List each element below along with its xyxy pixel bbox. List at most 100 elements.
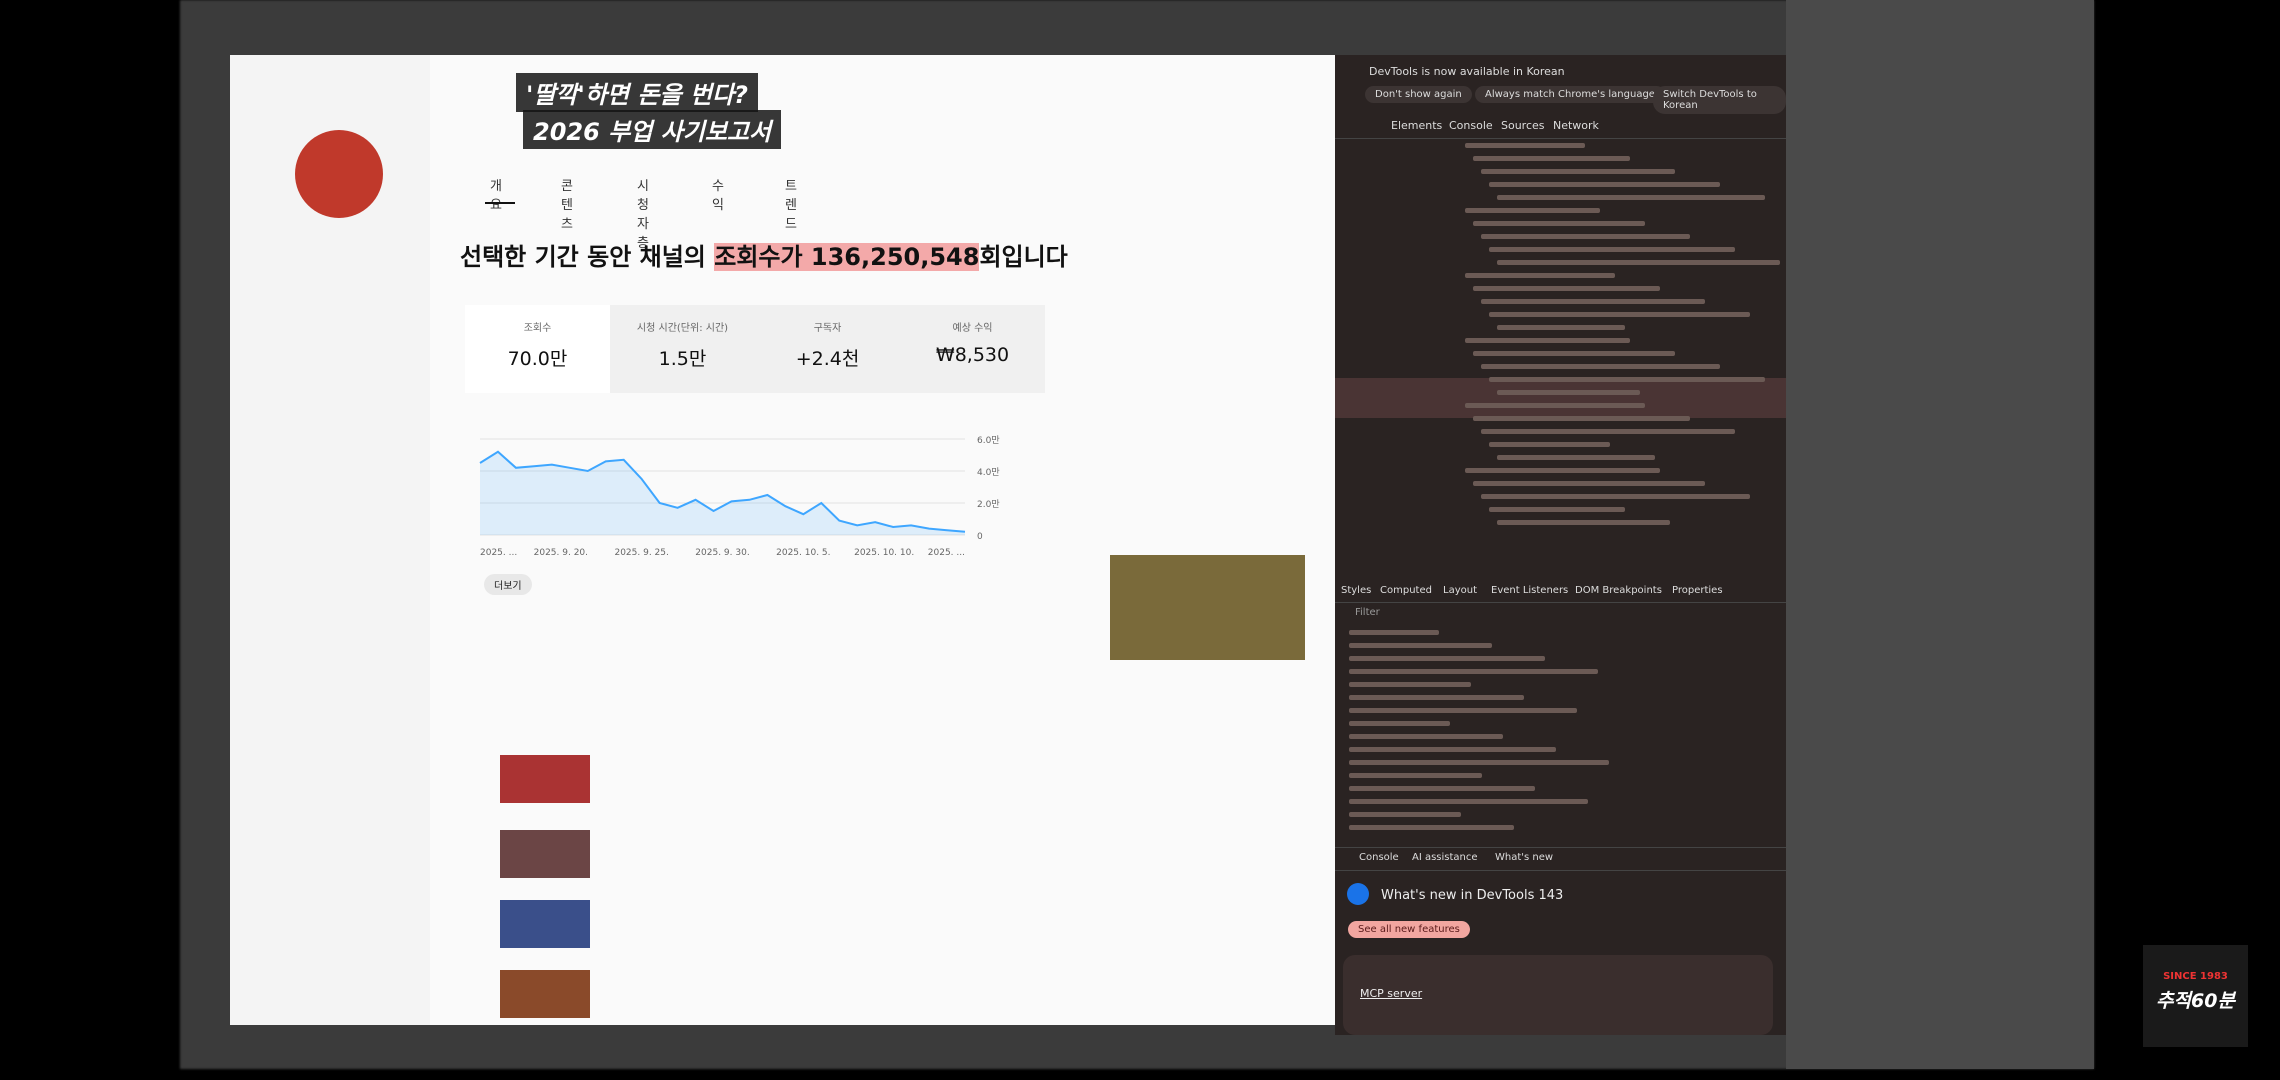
styles-tab[interactable]: Properties xyxy=(1672,585,1723,596)
devtools-tab[interactable]: Elements xyxy=(1391,119,1443,132)
x-tick-label: 2025. ... xyxy=(928,548,965,558)
stat-card[interactable]: 구독자 +2.4천 xyxy=(755,305,900,393)
code-line xyxy=(1489,442,1610,447)
code-line xyxy=(1497,260,1780,265)
css-line xyxy=(1349,734,1503,739)
tab[interactable]: 개요 xyxy=(490,179,502,213)
headline-text: 회입니다 xyxy=(979,243,1068,271)
styles-tab[interactable]: Styles xyxy=(1341,585,1372,596)
notice-button[interactable]: Always match Chrome's language xyxy=(1475,86,1665,103)
devtools-tab[interactable]: Sources xyxy=(1501,119,1545,132)
thumbnail xyxy=(500,900,590,948)
code-line xyxy=(1481,364,1720,369)
css-line xyxy=(1349,708,1577,713)
sidebar xyxy=(230,55,430,1025)
editor-panel xyxy=(1786,0,2094,1069)
headline-highlight: 조회수가 136,250,548 xyxy=(714,243,980,271)
css-line xyxy=(1349,721,1450,726)
thumbnail xyxy=(500,755,590,803)
browser-window: 개요 콘텐츠 시청자층 수익 트렌드 선택한 기간 동안 채널의 조회수가 13… xyxy=(230,55,1335,1025)
tab[interactable]: 시청자층 xyxy=(637,179,649,251)
styles-filter[interactable]: Filter xyxy=(1355,607,1380,618)
css-line xyxy=(1349,786,1535,791)
line xyxy=(479,450,966,533)
code-line xyxy=(1481,429,1735,434)
css-line xyxy=(1349,812,1461,817)
mcp-link[interactable]: MCP server xyxy=(1360,987,1423,1000)
whats-new-title: What's new in DevTools 143 xyxy=(1381,888,1564,903)
devtools: DevTools is now available in Korean Don'… xyxy=(1335,55,1786,1035)
drawer-tab[interactable]: Console xyxy=(1359,852,1399,863)
styles-tab[interactable]: DOM Breakpoints xyxy=(1575,585,1662,596)
stat-card[interactable]: 시청 시간(단위: 시간) 1.5만 xyxy=(610,305,755,393)
code-line xyxy=(1473,221,1645,226)
code-line xyxy=(1489,182,1720,187)
devtools-notice: DevTools is now available in Korean xyxy=(1369,65,1565,78)
css-line xyxy=(1349,773,1482,778)
logo-name: 추적60분 xyxy=(2156,990,2235,1012)
x-tick-label: 2025. 9. 25. xyxy=(614,548,668,558)
css-line xyxy=(1349,760,1609,765)
code-line xyxy=(1473,416,1690,421)
devtools-tab[interactable]: Network xyxy=(1553,119,1599,132)
code-line xyxy=(1489,377,1765,382)
selected-node xyxy=(1335,378,1786,418)
thumbnail xyxy=(1110,555,1305,660)
more-button[interactable]: 더보기 xyxy=(484,574,532,595)
css-line xyxy=(1349,825,1514,830)
styles-tab[interactable]: Computed xyxy=(1380,585,1432,596)
stat-card[interactable]: 예상 수익 ₩8,530 xyxy=(900,305,1045,393)
y-tick-label: 0 xyxy=(977,532,983,542)
drawer-tab[interactable]: What's new xyxy=(1495,852,1554,863)
code-line xyxy=(1465,468,1660,473)
code-line xyxy=(1473,351,1675,356)
code-line xyxy=(1489,312,1750,317)
x-tick-label: 2025. 10. 10. xyxy=(854,548,914,558)
caption-line: '딸깍'하면 돈을 번다? xyxy=(516,73,758,112)
code-line xyxy=(1481,299,1705,304)
tab[interactable]: 수익 xyxy=(712,179,724,213)
code-line xyxy=(1497,325,1625,330)
stat-value: 70.0만 xyxy=(507,348,568,370)
stat-value: +2.4천 xyxy=(795,348,860,370)
stat-value: ₩8,530 xyxy=(935,344,1010,366)
logo-since: SINCE 1983 xyxy=(2163,971,2228,982)
tab[interactable]: 트렌드 xyxy=(785,179,797,232)
tab[interactable]: 콘텐츠 xyxy=(561,179,573,232)
notice-button[interactable]: Don't show again xyxy=(1365,86,1472,103)
styles-toolbar: Styles Computed Layout Event Listeners D… xyxy=(1335,582,1786,603)
x-tick-label: 2025. 9. 30. xyxy=(695,548,749,558)
css-line xyxy=(1349,695,1524,700)
stat-label: 구독자 xyxy=(813,323,842,334)
code-line xyxy=(1497,455,1655,460)
css-line xyxy=(1349,747,1556,752)
devtools-tab[interactable]: Console xyxy=(1449,119,1493,132)
drawer-toolbar: Console AI assistance What's new xyxy=(1335,847,1786,871)
see-all-button[interactable]: See all new features xyxy=(1348,921,1470,938)
y-tick-label: 4.0만 xyxy=(977,467,1000,478)
drawer-tab[interactable]: AI assistance xyxy=(1412,852,1478,863)
code-line xyxy=(1465,338,1630,343)
stat-label: 예상 수익 xyxy=(952,323,993,334)
css-line xyxy=(1349,656,1545,661)
code-line xyxy=(1465,273,1615,278)
css-line xyxy=(1349,669,1598,674)
styles-tab[interactable]: Layout xyxy=(1443,585,1477,596)
styles-tab[interactable]: Event Listeners xyxy=(1491,585,1569,596)
stat-value: 1.5만 xyxy=(658,348,707,370)
mcp-card xyxy=(1343,955,1773,1035)
stat-label: 조회수 xyxy=(523,323,552,334)
x-tick-label: 2025. 9. 20. xyxy=(534,548,588,558)
notice-button[interactable]: Switch DevTools to Korean xyxy=(1653,86,1786,114)
stat-label: 시청 시간(단위: 시간) xyxy=(636,323,729,334)
code-line xyxy=(1497,390,1640,395)
headline-text: 선택한 기간 동안 채널의 xyxy=(460,243,715,271)
css-line xyxy=(1349,799,1588,804)
chrome-icon xyxy=(1347,883,1369,905)
devtools-toolbar: Elements Console Sources Network xyxy=(1335,113,1786,139)
stat-card[interactable]: 조회수 70.0만 xyxy=(465,305,610,393)
elements-tree xyxy=(1335,143,1786,553)
thumbnail xyxy=(500,970,590,1018)
tab-underline xyxy=(485,202,515,204)
code-line xyxy=(1465,403,1645,408)
